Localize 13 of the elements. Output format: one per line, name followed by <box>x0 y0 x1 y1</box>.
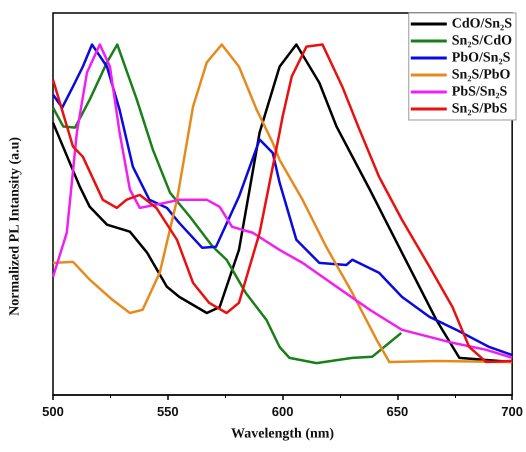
x-tick-label: 600 <box>272 404 294 419</box>
x-tick-label: 500 <box>42 404 64 419</box>
x-axis-title: Wavelength (nm) <box>231 426 334 442</box>
x-tick-label: 550 <box>156 404 179 419</box>
legend-label: PbO/Sn₂S <box>452 50 511 66</box>
legend-label: PbS/Sn₂S <box>452 84 508 100</box>
legend-label: Sn₂S/PbS <box>452 102 508 116</box>
y-axis-title: Normalized PL Intansity (a.u) <box>8 136 22 316</box>
legend-label: Sn₂S/CdO <box>452 34 512 48</box>
x-tick-label: 700 <box>501 404 524 419</box>
legend-label: CdO/Sn₂S <box>452 16 512 32</box>
x-tick-label: 650 <box>386 404 408 419</box>
legend-label: Sn₂S/PbO <box>452 68 511 82</box>
